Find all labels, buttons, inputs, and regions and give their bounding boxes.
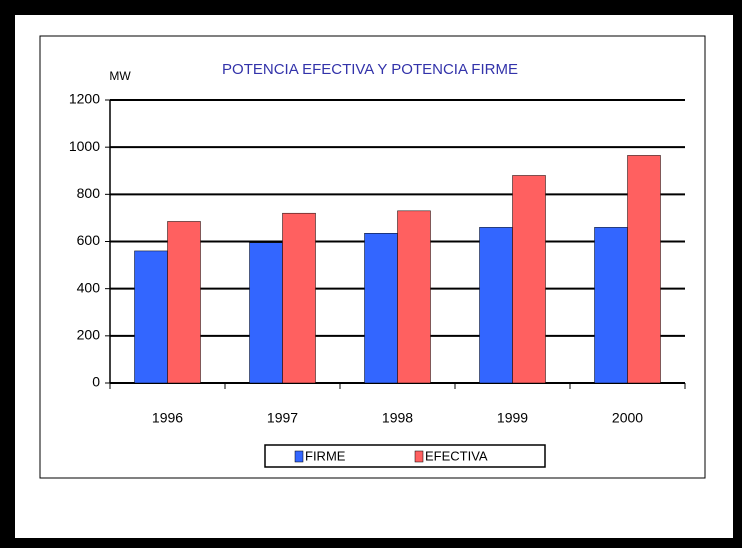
bar	[627, 155, 661, 384]
y-tick-label: 800	[77, 185, 101, 201]
y-tick-label: 1200	[69, 91, 100, 107]
bar	[167, 221, 201, 384]
bar	[512, 175, 546, 384]
x-tick-label: 2000	[612, 410, 643, 426]
y-tick-label: 1000	[69, 138, 100, 154]
y-tick-label: 400	[77, 279, 101, 295]
y-tick-label: 200	[77, 327, 101, 343]
bar	[479, 227, 513, 384]
x-tick-label: 1999	[497, 410, 528, 426]
bar	[594, 227, 628, 384]
x-tick-label: 1996	[152, 410, 183, 426]
x-tick-label: 1998	[382, 410, 413, 426]
y-axis-label: MW	[109, 69, 131, 83]
y-tick-label: 0	[92, 374, 100, 390]
bar	[249, 242, 283, 384]
bar	[134, 250, 168, 384]
legend-label: EFECTIVA	[425, 448, 488, 463]
legend-label: FIRME	[305, 448, 346, 463]
legend-marker	[294, 450, 304, 463]
bar	[364, 232, 398, 384]
y-tick-label: 600	[77, 232, 101, 248]
bar	[282, 212, 316, 384]
chart-title: POTENCIA EFECTIVA Y POTENCIA FIRME	[222, 61, 518, 78]
legend-box	[264, 444, 546, 468]
x-tick-label: 1997	[267, 410, 298, 426]
bar	[397, 210, 431, 384]
legend-marker	[414, 450, 424, 463]
